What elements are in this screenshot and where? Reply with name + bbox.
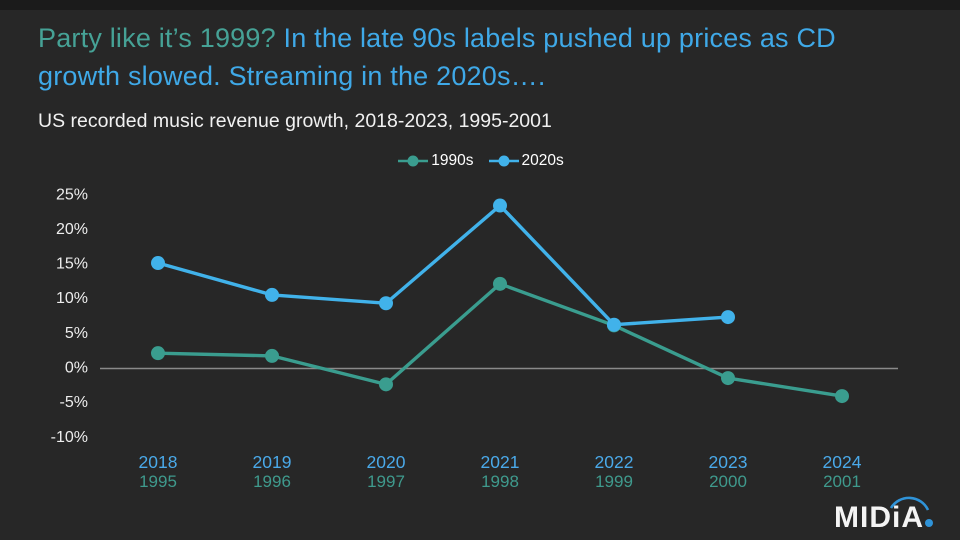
y-axis-tick-label-25: 25% — [56, 186, 88, 203]
data-point-2020s — [265, 287, 279, 302]
x-label-secondary-1996: 1996 — [253, 472, 291, 491]
x-label-secondary-2001: 2001 — [823, 472, 861, 491]
y-axis-tick-label-5: 5% — [65, 325, 88, 342]
x-label-secondary-1999: 1999 — [595, 472, 633, 491]
data-point-1990s — [493, 276, 507, 291]
chart-subtitle: US recorded music revenue growth, 2018-2… — [38, 110, 552, 132]
headline: Party like it’s 1999? In the late 90s la… — [38, 19, 922, 95]
x-label-primary-2024: 2024 — [823, 452, 862, 472]
y-axis-tick-label-0: 0% — [65, 360, 88, 377]
x-label-secondary-1995: 1995 — [139, 472, 177, 491]
midia-logo-arc — [889, 496, 930, 511]
x-label-secondary-1997: 1997 — [367, 472, 405, 491]
data-point-2020s — [379, 296, 393, 311]
x-label-secondary-2000: 2000 — [709, 472, 747, 491]
top-letterbox-bar — [0, 0, 960, 10]
x-label-primary-2023: 2023 — [709, 452, 748, 472]
data-point-1990s — [379, 377, 393, 392]
data-point-1990s — [721, 371, 735, 386]
headline-highlight: Party like it’s 1999? — [38, 23, 276, 53]
y-axis-tick-label-15: 15% — [56, 256, 88, 273]
x-label-primary-2020: 2020 — [367, 452, 406, 472]
series-line-1990s — [156, 282, 844, 398]
legend-item-1990s: 1990s — [396, 152, 474, 170]
legend-marker-2020s — [488, 155, 519, 167]
x-label-secondary-1998: 1998 — [481, 472, 519, 491]
legend-label-2020s: 2020s — [521, 152, 564, 169]
data-point-2020s — [493, 198, 507, 213]
x-label-primary-2019: 2019 — [253, 452, 292, 472]
y-axis-tick-label--10: -10% — [51, 429, 88, 446]
midia-logo-text: MIDiA — [834, 501, 924, 534]
data-point-1990s — [151, 346, 165, 361]
chart-legend: 1990s 2020s — [0, 152, 960, 170]
x-label-primary-2022: 2022 — [595, 452, 634, 472]
legend-marker-1990s — [398, 155, 429, 167]
data-point-1990s — [835, 389, 849, 404]
data-point-2020s — [151, 256, 165, 271]
x-label-primary-2021: 2021 — [481, 452, 520, 472]
legend-label-1990s: 1990s — [431, 152, 474, 169]
legend-item-2020s: 2020s — [487, 152, 564, 170]
data-point-1990s — [265, 348, 279, 363]
headline-rest: In the late 90s labels pushed up prices … — [38, 23, 836, 91]
midia-logo-dot — [925, 519, 933, 527]
midia-logo: MIDiA — [834, 496, 933, 534]
y-axis-tick-label--5: -5% — [60, 394, 88, 411]
x-label-primary-2018: 2018 — [139, 452, 178, 472]
data-point-2020s — [721, 310, 735, 325]
y-axis-tick-label-20: 20% — [56, 221, 88, 238]
y-axis-tick-label-10: 10% — [56, 290, 88, 307]
data-point-2020s — [607, 317, 621, 332]
series-line-2020s — [156, 203, 730, 327]
